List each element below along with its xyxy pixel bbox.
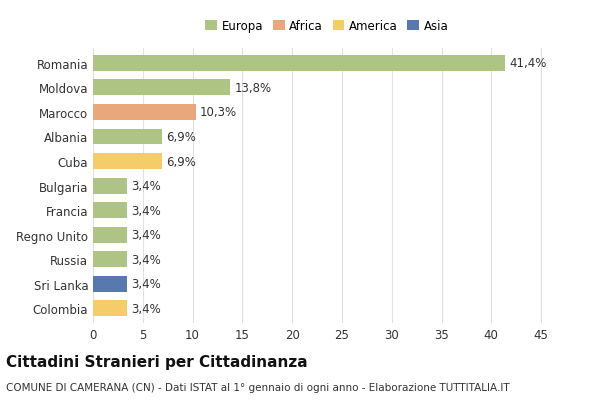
Bar [93,178,127,194]
Bar [93,202,127,218]
Text: 3,4%: 3,4% [131,229,161,241]
Text: 3,4%: 3,4% [131,204,161,217]
Bar [93,129,162,145]
Text: 41,4%: 41,4% [509,57,547,70]
Legend: Europa, Africa, America, Asia: Europa, Africa, America, Asia [200,15,454,38]
Bar [93,80,230,96]
Text: 3,4%: 3,4% [131,277,161,290]
Text: 3,4%: 3,4% [131,253,161,266]
Text: COMUNE DI CAMERANA (CN) - Dati ISTAT al 1° gennaio di ogni anno - Elaborazione T: COMUNE DI CAMERANA (CN) - Dati ISTAT al … [6,382,509,392]
Bar [93,56,505,72]
Bar [93,276,127,292]
Bar [93,227,127,243]
Text: 6,9%: 6,9% [166,131,196,144]
Text: 10,3%: 10,3% [200,106,236,119]
Bar [93,154,162,170]
Text: Cittadini Stranieri per Cittadinanza: Cittadini Stranieri per Cittadinanza [6,354,308,369]
Bar [93,252,127,267]
Bar [93,105,196,121]
Text: 3,4%: 3,4% [131,180,161,193]
Text: 3,4%: 3,4% [131,302,161,315]
Bar [93,301,127,317]
Text: 6,9%: 6,9% [166,155,196,168]
Text: 13,8%: 13,8% [235,82,272,95]
